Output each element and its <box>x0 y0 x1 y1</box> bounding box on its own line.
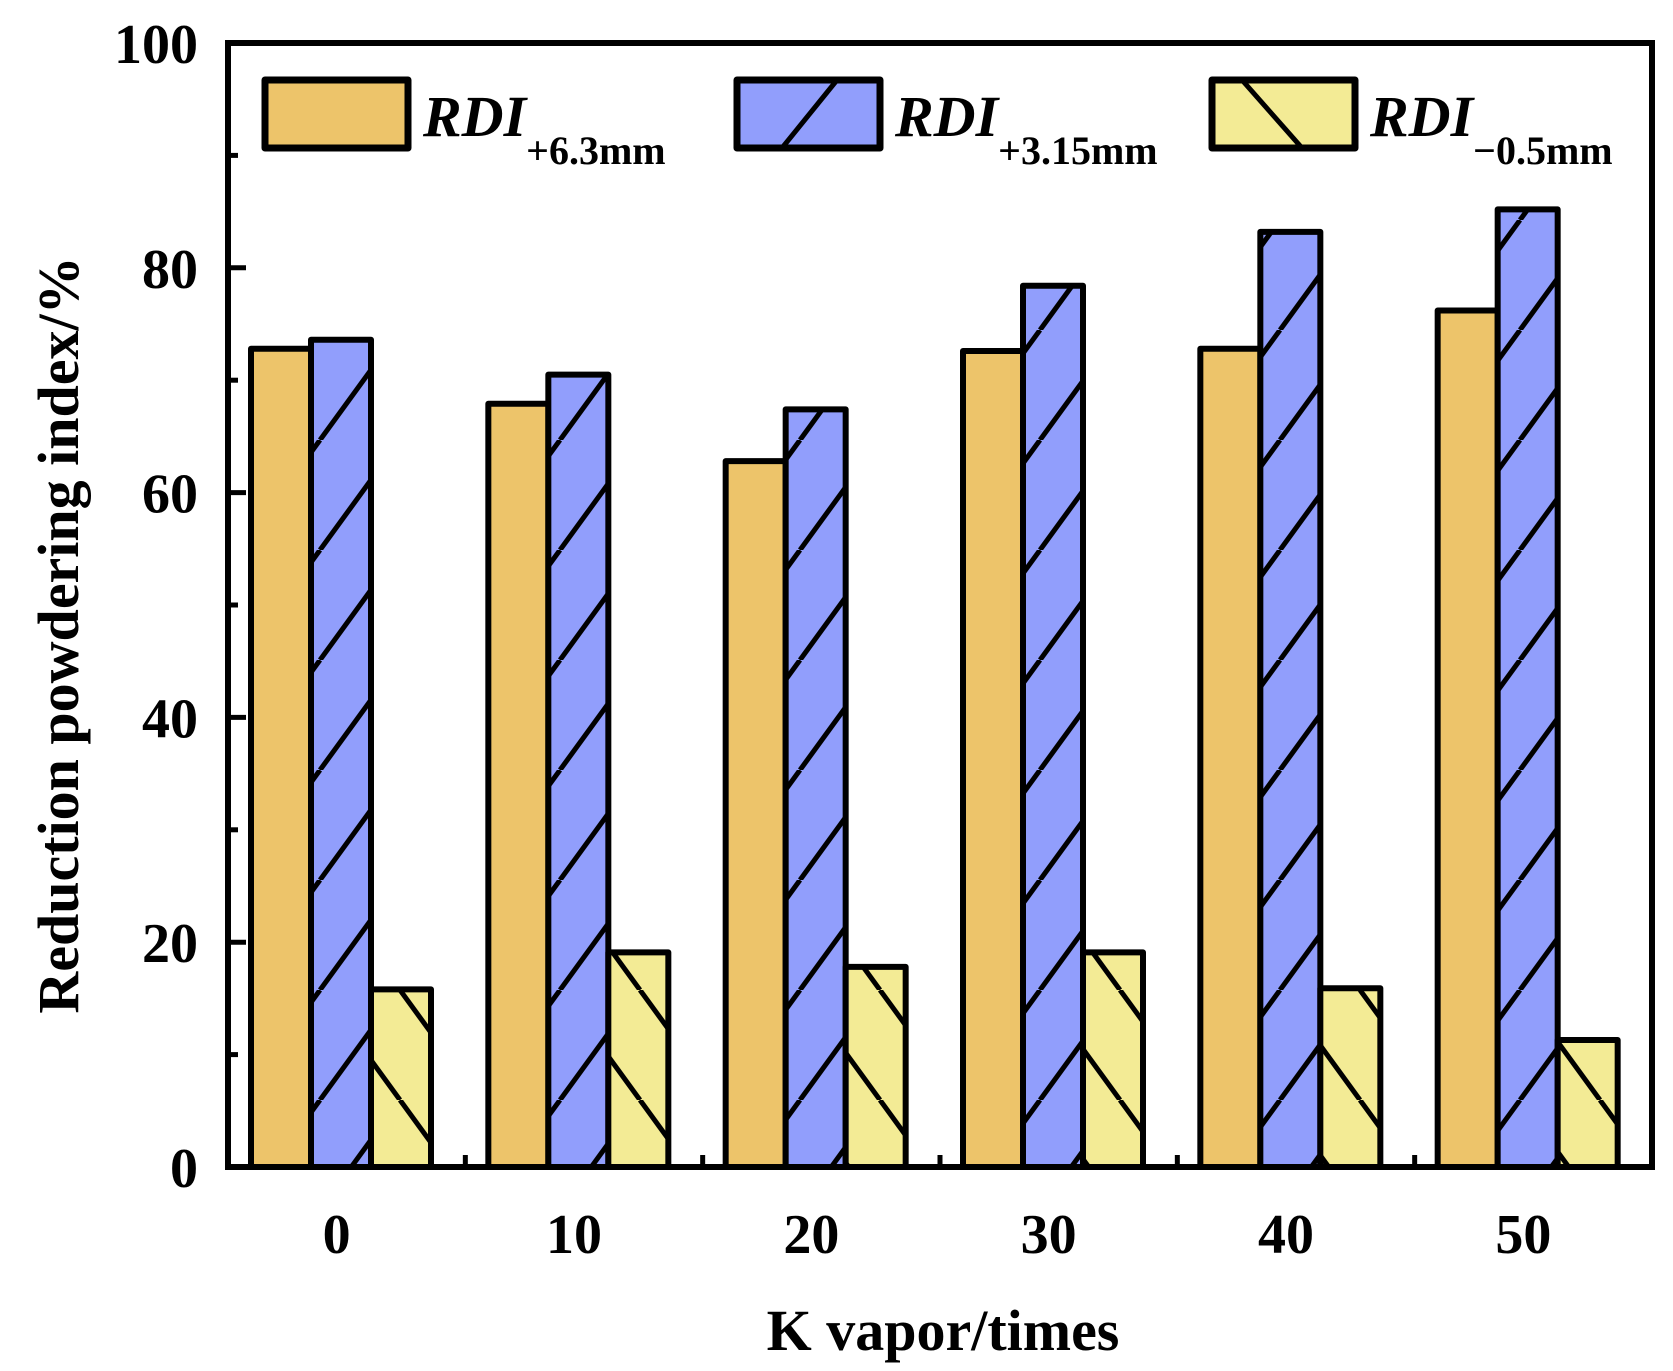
y-tick-label: 60 <box>142 464 198 526</box>
bar-+6.3mm-10 <box>485 400 552 1170</box>
x-tick-label: 30 <box>1021 1204 1077 1266</box>
y-tick-label: 40 <box>142 688 198 750</box>
legend-swatch <box>733 76 884 152</box>
legend-label: RDI−0.5mm <box>1369 84 1613 173</box>
legend-entry: RDI−0.5mm <box>1208 76 1613 173</box>
plot-frame <box>225 40 1655 1170</box>
bar-−0.5mm-10 <box>605 949 672 1170</box>
y-tick-label: 0 <box>170 1138 198 1200</box>
bar-−0.5mm-40 <box>1317 985 1384 1170</box>
legend-entry: RDI+3.15mm <box>733 76 1158 173</box>
bar-+3.15mm-10 <box>545 371 612 1170</box>
bar-+3.15mm-20 <box>782 406 849 1170</box>
y-tick-label: 20 <box>142 913 198 975</box>
x-tick-label: 10 <box>546 1204 602 1266</box>
bar-+3.15mm-0 <box>308 336 374 1170</box>
legend-entry: RDI+6.3mm <box>261 76 666 173</box>
legend-swatch <box>1208 76 1359 152</box>
legend-label: RDI+3.15mm <box>894 84 1158 173</box>
x-tick-label: 20 <box>783 1204 839 1266</box>
x-tick-label: 50 <box>1495 1204 1551 1266</box>
bar-+3.15mm-50 <box>1494 206 1561 1171</box>
y-tick-label: 80 <box>142 239 198 301</box>
bar-−0.5mm-30 <box>1080 949 1146 1170</box>
bar-+3.15mm-30 <box>1020 282 1086 1170</box>
legend-swatch <box>261 76 412 152</box>
bar-−0.5mm-20 <box>842 963 909 1170</box>
bar-+6.3mm-20 <box>722 458 789 1170</box>
bar-−0.5mm-0 <box>368 986 434 1171</box>
x-axis-title: K vapor/times <box>767 1298 1120 1363</box>
legend-label: RDI+6.3mm <box>422 84 666 173</box>
bar-+3.15mm-40 <box>1257 228 1324 1171</box>
bar-+6.3mm-30 <box>960 347 1026 1170</box>
legend: RDI+6.3mm RDI+3.15mm RDI−0.5mm <box>261 76 1613 173</box>
bars <box>248 206 1621 1171</box>
bar-+6.3mm-40 <box>1197 345 1264 1170</box>
x-tick-label: 0 <box>323 1204 351 1266</box>
y-tick-label: 100 <box>114 14 198 76</box>
y-axis-title: Reduction powdering index/% <box>26 256 91 1013</box>
bar-−0.5mm-50 <box>1554 1036 1621 1171</box>
bar-+6.3mm-0 <box>248 345 314 1170</box>
x-tick-label: 40 <box>1258 1204 1314 1266</box>
axes: 0 10 20 30 40 50 0 20 40 60 80 100 <box>114 14 1655 1266</box>
bar-+6.3mm-50 <box>1434 307 1501 1170</box>
